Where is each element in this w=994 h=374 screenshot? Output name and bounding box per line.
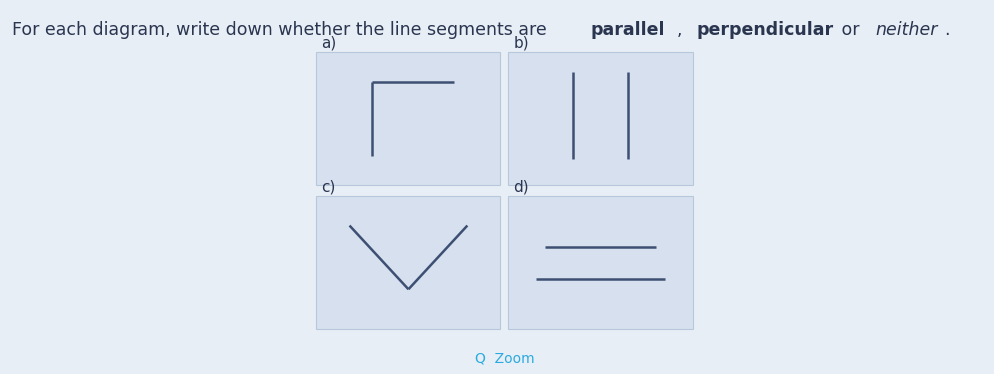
FancyBboxPatch shape xyxy=(508,196,692,329)
FancyBboxPatch shape xyxy=(316,52,500,185)
FancyBboxPatch shape xyxy=(316,196,500,329)
Text: a): a) xyxy=(321,36,336,50)
Text: b): b) xyxy=(513,36,529,50)
Text: c): c) xyxy=(321,180,335,194)
Text: ,: , xyxy=(676,21,687,39)
Text: neither: neither xyxy=(875,21,937,39)
Text: For each diagram, write down whether the line segments are: For each diagram, write down whether the… xyxy=(12,21,552,39)
Text: .: . xyxy=(943,21,949,39)
Text: or: or xyxy=(836,21,865,39)
Text: perpendicular: perpendicular xyxy=(696,21,833,39)
Text: Q  Zoom: Q Zoom xyxy=(474,352,534,365)
Text: parallel: parallel xyxy=(590,21,665,39)
Text: d): d) xyxy=(513,180,529,194)
FancyBboxPatch shape xyxy=(508,52,692,185)
